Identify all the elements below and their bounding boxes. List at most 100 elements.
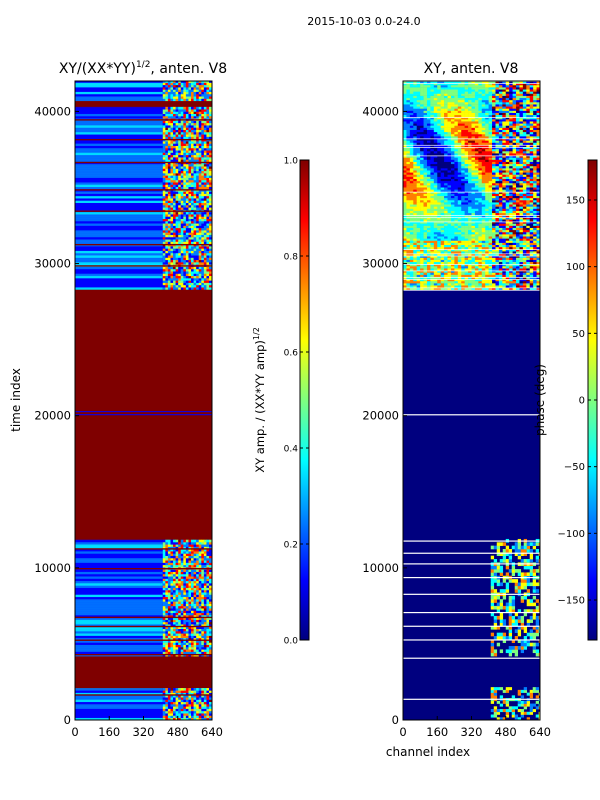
heatmap-cell xyxy=(188,603,192,607)
heatmap-cell xyxy=(409,272,414,275)
heatmap-cell xyxy=(162,248,166,251)
heatmap-cell xyxy=(180,234,184,238)
heatmap-cell xyxy=(198,136,202,140)
heatmap-cell xyxy=(520,714,525,718)
heatmap-cell xyxy=(464,276,469,280)
heatmap-cell xyxy=(502,619,507,623)
heatmap-cell xyxy=(167,204,171,208)
heatmap-cell xyxy=(170,131,174,135)
heatmap-cell xyxy=(522,236,527,239)
heatmap-cell xyxy=(490,642,495,647)
heatmap-cell xyxy=(196,275,200,279)
heatmap-cell xyxy=(481,268,486,271)
heatmap-cell xyxy=(193,697,197,700)
heatmap-cell xyxy=(203,601,207,604)
heatmap-cell xyxy=(523,711,528,715)
heatmap-cell xyxy=(198,555,202,559)
heatmap-cell xyxy=(191,544,194,547)
heatmap-cell xyxy=(183,640,187,643)
heatmap-row xyxy=(75,109,163,112)
heatmap-cell xyxy=(413,263,417,267)
heatmap-cell xyxy=(191,646,194,650)
heatmap-cell xyxy=(170,147,174,151)
heatmap-cell xyxy=(437,259,441,263)
heatmap-cell xyxy=(201,232,205,235)
heatmap-cell xyxy=(457,248,462,252)
heatmap-cell xyxy=(447,263,452,267)
heatmap-cell xyxy=(496,582,501,587)
heatmap-cell xyxy=(165,184,169,188)
heatmap-cell xyxy=(193,109,197,112)
heatmap-cell xyxy=(162,282,166,286)
heatmap-cell xyxy=(162,603,166,607)
heatmap-cell xyxy=(209,287,212,290)
heatmap-cell xyxy=(533,270,537,273)
heatmap-cell xyxy=(170,89,174,92)
heatmap-cell xyxy=(206,571,210,575)
heatmap-cell xyxy=(529,274,534,277)
heatmap-cell xyxy=(180,173,184,176)
heatmap-cell xyxy=(209,651,212,655)
heatmap-cell xyxy=(201,268,205,272)
heatmap-cell xyxy=(206,166,210,169)
heatmap-cell xyxy=(508,569,513,573)
heatmap-cell xyxy=(175,548,179,552)
heatmap-cell xyxy=(450,276,455,280)
heatmap-cell xyxy=(416,246,421,250)
heatmap-cell xyxy=(191,82,194,86)
heatmap-cell xyxy=(490,632,495,637)
heatmap-cell xyxy=(209,617,212,620)
heatmap-cell xyxy=(193,649,197,652)
heatmap-cell xyxy=(403,223,407,226)
heatmap-cell xyxy=(188,250,192,254)
heatmap-cell xyxy=(191,125,194,128)
heatmap-cell xyxy=(519,248,524,252)
heatmap-cell xyxy=(162,280,166,283)
heatmap-cell xyxy=(165,697,169,700)
heatmap-cell xyxy=(203,280,207,283)
heatmap-cell xyxy=(447,251,452,254)
heatmap-cell xyxy=(198,569,202,572)
heatmap-cell xyxy=(502,244,507,248)
heatmap-cell xyxy=(198,544,202,547)
heatmap-cell xyxy=(526,227,531,231)
heatmap-cell xyxy=(173,214,176,217)
heatmap-cell xyxy=(191,93,194,97)
heatmap-cell xyxy=(183,186,187,190)
heatmap-cell xyxy=(529,582,534,587)
heatmap-cell xyxy=(175,635,179,639)
heatmap-row xyxy=(75,223,163,226)
heatmap-cell xyxy=(209,697,212,700)
heatmap-cell xyxy=(165,122,169,126)
heatmap-cell xyxy=(529,602,534,607)
heatmap-cell xyxy=(481,280,486,284)
heatmap-cell xyxy=(170,688,174,691)
heatmap-cell xyxy=(183,259,187,263)
heatmap-cell xyxy=(173,564,176,568)
heatmap-cell xyxy=(413,255,417,258)
heatmap-cell xyxy=(162,122,166,126)
heatmap-cell xyxy=(185,617,189,620)
heatmap-cell xyxy=(206,624,210,627)
heatmap-cell xyxy=(511,609,516,613)
heatmap-cell xyxy=(203,699,207,703)
heatmap-cell xyxy=(426,246,431,250)
heatmap-cell xyxy=(193,630,197,634)
heatmap-cell xyxy=(447,266,452,269)
heatmap-cell xyxy=(440,236,445,239)
heatmap-row xyxy=(75,202,163,206)
heatmap-cell xyxy=(478,278,483,282)
heatmap-cell xyxy=(196,642,200,645)
heatmap-cell xyxy=(175,599,179,602)
heatmap-row xyxy=(75,619,163,623)
heatmap-cell xyxy=(175,273,179,277)
heatmap-cell xyxy=(167,216,171,219)
heatmap-cell xyxy=(198,704,202,707)
heatmap-cell xyxy=(492,255,496,258)
heatmap-cell xyxy=(464,270,469,273)
heatmap-cell xyxy=(464,223,469,226)
heatmap-cell xyxy=(173,93,176,97)
heatmap-cell xyxy=(511,695,516,699)
heatmap-cell xyxy=(175,275,179,279)
heatmap-cell xyxy=(468,280,472,284)
